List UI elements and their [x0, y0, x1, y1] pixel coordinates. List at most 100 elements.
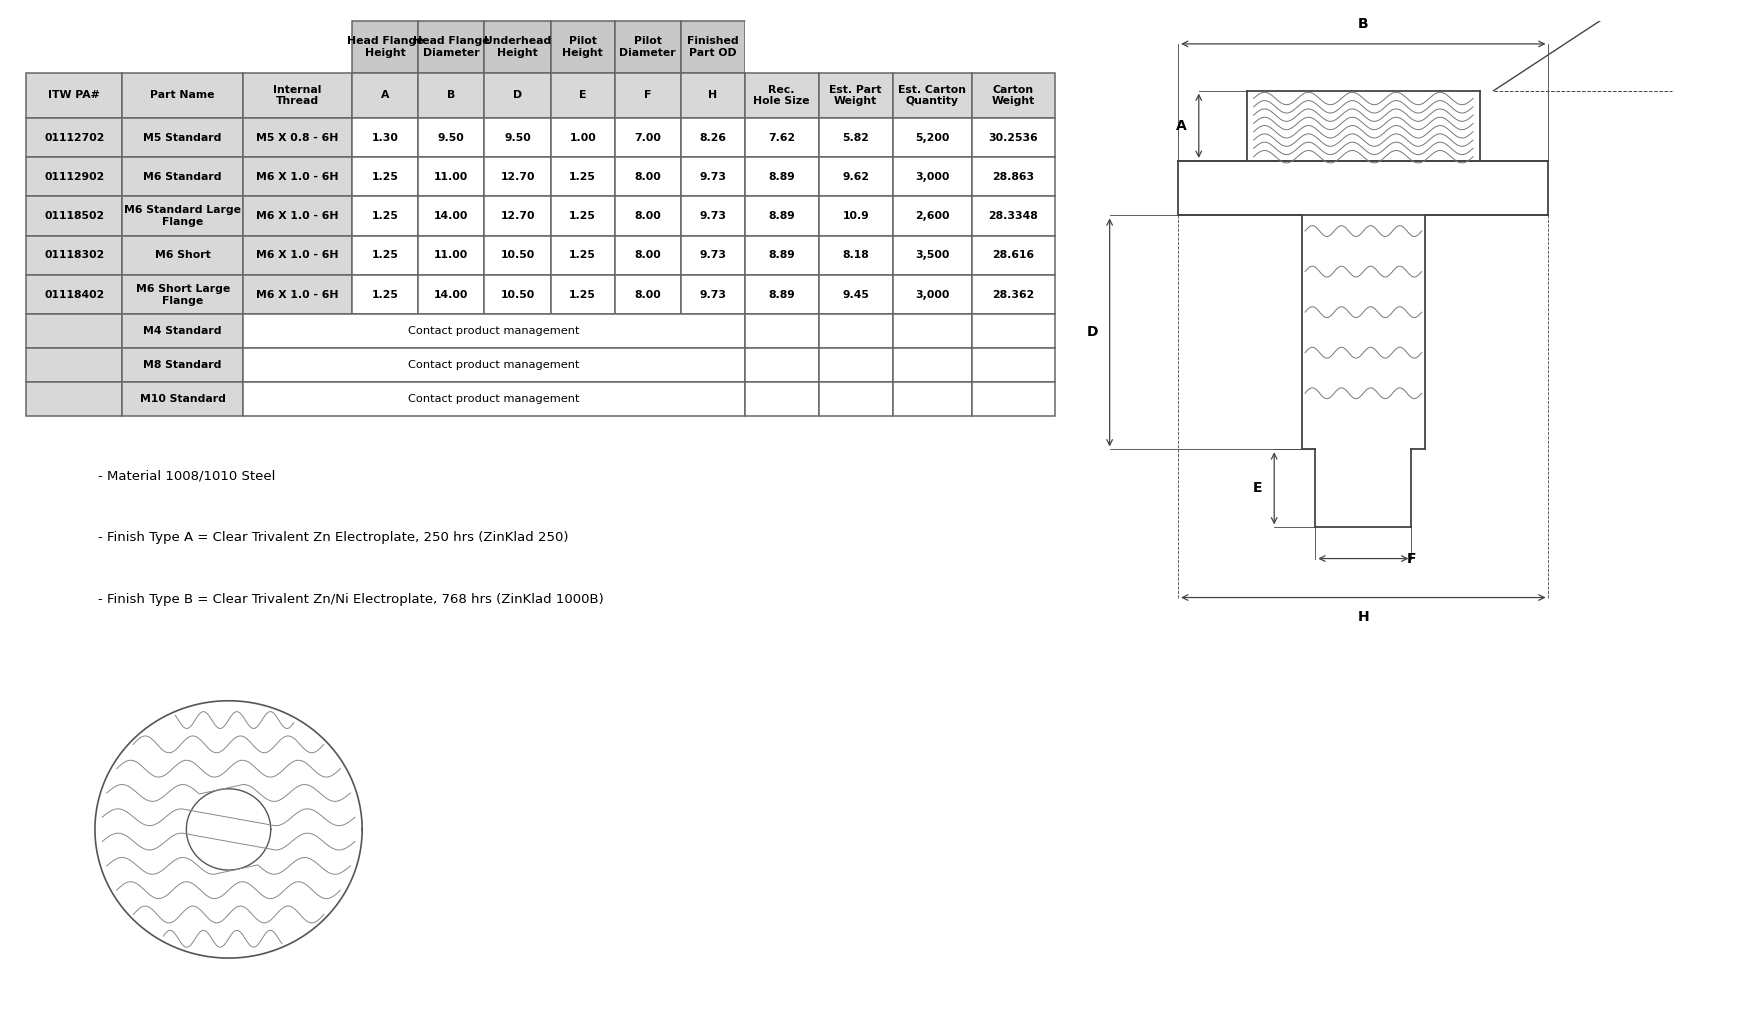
Text: 01112902: 01112902: [44, 171, 104, 182]
Bar: [242, 314, 745, 348]
Text: A: A: [1175, 119, 1186, 132]
Text: D: D: [513, 90, 522, 101]
Bar: [418, 21, 485, 73]
Text: 9.73: 9.73: [699, 250, 726, 261]
Text: M8 Standard: M8 Standard: [144, 360, 221, 370]
Bar: [893, 314, 972, 348]
Text: M4 Standard: M4 Standard: [144, 326, 221, 337]
Text: Underhead
Height: Underhead Height: [483, 36, 552, 57]
Bar: [745, 314, 819, 348]
Text: Pilot
Height: Pilot Height: [562, 36, 603, 57]
Bar: [680, 275, 745, 314]
Bar: [745, 382, 819, 416]
Text: 9.50: 9.50: [437, 132, 464, 143]
Bar: [26, 236, 121, 275]
Bar: [745, 73, 819, 118]
Bar: [242, 73, 351, 118]
Bar: [485, 197, 550, 236]
Bar: [893, 382, 972, 416]
Bar: [121, 73, 242, 118]
Text: - Material 1008/1010 Steel: - Material 1008/1010 Steel: [98, 470, 276, 482]
Text: 14.00: 14.00: [434, 211, 467, 222]
Bar: [121, 348, 242, 382]
Bar: [26, 382, 121, 416]
Bar: [121, 21, 242, 73]
Bar: [972, 118, 1054, 157]
Bar: [242, 275, 351, 314]
Text: 1.25: 1.25: [371, 250, 399, 261]
Text: 01118302: 01118302: [44, 250, 104, 261]
Bar: [121, 382, 242, 416]
Bar: [418, 118, 485, 157]
Text: 8.00: 8.00: [634, 211, 661, 222]
Bar: [485, 157, 550, 197]
Text: M5 Standard: M5 Standard: [144, 132, 221, 143]
Bar: [485, 236, 550, 275]
Text: 1.25: 1.25: [569, 211, 596, 222]
Text: M6 Standard Large
Flange: M6 Standard Large Flange: [125, 205, 241, 227]
Bar: [819, 157, 893, 197]
Bar: [972, 157, 1054, 197]
Text: Finished
Part OD: Finished Part OD: [687, 36, 738, 57]
Text: 1.30: 1.30: [371, 132, 399, 143]
Text: 9.73: 9.73: [699, 289, 726, 300]
Text: 9.62: 9.62: [842, 171, 868, 182]
Text: M6 Short: M6 Short: [155, 250, 211, 261]
Text: 9.73: 9.73: [699, 211, 726, 222]
Bar: [819, 382, 893, 416]
Bar: [550, 21, 615, 73]
Bar: [615, 275, 680, 314]
Bar: [819, 314, 893, 348]
Text: - Finish Type B = Clear Trivalent Zn/Ni Electroplate, 768 hrs (ZinKlad 1000B): - Finish Type B = Clear Trivalent Zn/Ni …: [98, 593, 604, 605]
Text: 8.89: 8.89: [768, 171, 794, 182]
Bar: [680, 73, 745, 118]
Bar: [680, 236, 745, 275]
Bar: [745, 197, 819, 236]
Bar: [550, 118, 615, 157]
Bar: [893, 348, 972, 382]
Bar: [972, 197, 1054, 236]
Text: M5 X 0.8 - 6H: M5 X 0.8 - 6H: [257, 132, 339, 143]
Text: M6 X 1.0 - 6H: M6 X 1.0 - 6H: [257, 250, 339, 261]
Bar: [972, 348, 1054, 382]
Bar: [242, 197, 351, 236]
Bar: [819, 197, 893, 236]
Text: 8.89: 8.89: [768, 289, 794, 300]
Text: 10.50: 10.50: [501, 289, 534, 300]
Bar: [485, 118, 550, 157]
Bar: [485, 275, 550, 314]
Bar: [485, 21, 550, 73]
Text: Est. Carton
Quantity: Est. Carton Quantity: [898, 84, 966, 107]
Bar: [745, 21, 819, 73]
Bar: [893, 157, 972, 197]
Text: 01118402: 01118402: [44, 289, 104, 300]
Text: 01112702: 01112702: [44, 132, 104, 143]
Bar: [550, 73, 615, 118]
Bar: [351, 73, 418, 118]
Bar: [680, 197, 745, 236]
Text: H: H: [1356, 610, 1369, 624]
Bar: [972, 382, 1054, 416]
Bar: [615, 157, 680, 197]
Bar: [972, 21, 1054, 73]
Bar: [972, 73, 1054, 118]
Text: 3,000: 3,000: [915, 171, 949, 182]
Bar: [680, 21, 745, 73]
Text: 1.25: 1.25: [371, 289, 399, 300]
Bar: [893, 21, 972, 73]
Text: D: D: [1086, 325, 1098, 340]
Text: A: A: [381, 90, 388, 101]
Bar: [418, 73, 485, 118]
Bar: [819, 236, 893, 275]
Bar: [26, 118, 121, 157]
Text: 1.25: 1.25: [569, 250, 596, 261]
Bar: [819, 348, 893, 382]
Bar: [550, 157, 615, 197]
Bar: [485, 73, 550, 118]
Text: 8.00: 8.00: [634, 289, 661, 300]
Text: ITW PA#: ITW PA#: [47, 90, 100, 101]
Bar: [893, 236, 972, 275]
Text: E: E: [578, 90, 587, 101]
Bar: [351, 197, 418, 236]
Bar: [615, 73, 680, 118]
